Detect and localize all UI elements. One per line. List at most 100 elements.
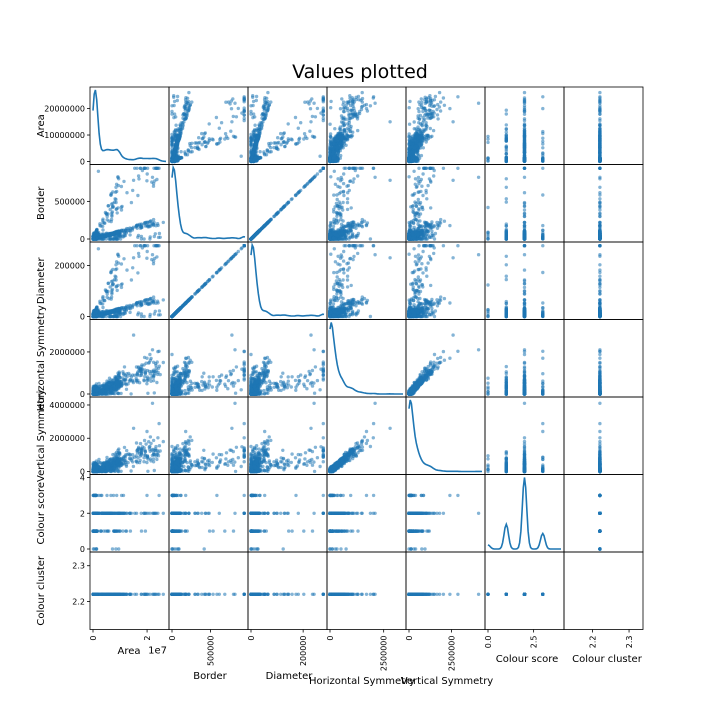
data-point: [189, 146, 194, 150]
data-point: [170, 112, 174, 116]
data-point: [541, 136, 545, 140]
data-point: [216, 141, 220, 146]
data-point: [233, 135, 237, 139]
data-point: [321, 98, 325, 102]
data-point: [408, 99, 412, 104]
data-point: [476, 101, 481, 105]
data-point: [254, 128, 258, 133]
data-point: [170, 109, 174, 114]
data-point: [170, 104, 174, 108]
data-point: [430, 104, 434, 108]
data-point: [439, 100, 443, 104]
data-point: [143, 166, 147, 170]
data-point: [329, 142, 333, 146]
cell-border-vs-area: [89, 164, 170, 243]
data-point: [432, 98, 437, 102]
data-point: [174, 142, 178, 146]
data-point: [598, 158, 602, 162]
data-point: [598, 90, 602, 95]
data-point: [329, 135, 333, 139]
data-point: [230, 120, 234, 124]
data-point: [302, 137, 306, 141]
data-point: [504, 108, 508, 112]
data-point: [239, 154, 243, 158]
data-point: [134, 224, 138, 229]
data-point: [419, 105, 424, 110]
data-point: [504, 152, 508, 156]
data-point: [541, 157, 545, 162]
data-point: [249, 104, 253, 108]
data-point: [342, 105, 346, 110]
data-point: [170, 143, 174, 147]
data-point: [190, 150, 194, 154]
data-point: [240, 111, 244, 115]
data-point: [486, 159, 490, 163]
data-point: [419, 153, 424, 158]
data-point: [522, 122, 527, 126]
data-point: [373, 101, 377, 105]
data-point: [152, 234, 156, 239]
data-point: [598, 96, 602, 100]
data-point: [178, 124, 183, 129]
data-point: [441, 96, 446, 100]
data-point: [151, 217, 156, 222]
data-point: [436, 117, 440, 121]
data-point: [286, 122, 290, 126]
data-point: [130, 226, 135, 231]
data-point: [231, 114, 235, 119]
data-point: [341, 121, 345, 125]
data-point: [350, 101, 355, 105]
data-point: [299, 121, 303, 125]
data-point: [207, 138, 212, 143]
data-point: [421, 146, 425, 150]
data-point: [486, 140, 490, 145]
data-point: [133, 166, 137, 170]
data-point: [261, 105, 265, 110]
data-point: [598, 117, 602, 121]
data-point: [341, 109, 346, 114]
data-point: [186, 148, 190, 152]
data-point: [242, 118, 246, 123]
data-point: [283, 144, 287, 149]
data-point: [414, 127, 418, 131]
data-point: [598, 152, 602, 156]
data-point: [211, 138, 215, 142]
data-point: [362, 103, 367, 108]
data-point: [101, 228, 105, 232]
data-point: [541, 131, 545, 136]
data-point: [122, 179, 126, 184]
data-point: [295, 141, 300, 146]
data-point: [340, 136, 344, 140]
data-point: [433, 94, 438, 99]
cell-area-vs-diameter: [247, 86, 328, 165]
data-point: [424, 108, 428, 113]
data-point: [345, 122, 350, 126]
data-point: [504, 158, 508, 162]
data-point: [253, 123, 257, 127]
data-point: [360, 90, 364, 95]
data-point: [251, 99, 256, 104]
data-point: [341, 100, 346, 104]
data-point: [541, 146, 545, 150]
data-point: [319, 111, 323, 115]
data-point: [598, 142, 602, 146]
data-point: [310, 114, 315, 119]
data-point: [412, 146, 417, 150]
data-point: [229, 129, 233, 133]
data-point: [145, 172, 149, 176]
data-point: [416, 107, 420, 111]
data-point: [234, 115, 239, 119]
data-point: [598, 122, 602, 126]
data-point: [338, 107, 343, 111]
data-point: [598, 136, 602, 140]
data-point: [337, 131, 341, 136]
data-point: [347, 135, 351, 139]
data-point: [274, 146, 279, 151]
data-point: [249, 143, 253, 147]
data-point: [349, 112, 353, 116]
data-point: [413, 131, 418, 136]
data-point: [170, 139, 174, 143]
data-point: [279, 131, 283, 136]
data-point: [182, 105, 186, 110]
